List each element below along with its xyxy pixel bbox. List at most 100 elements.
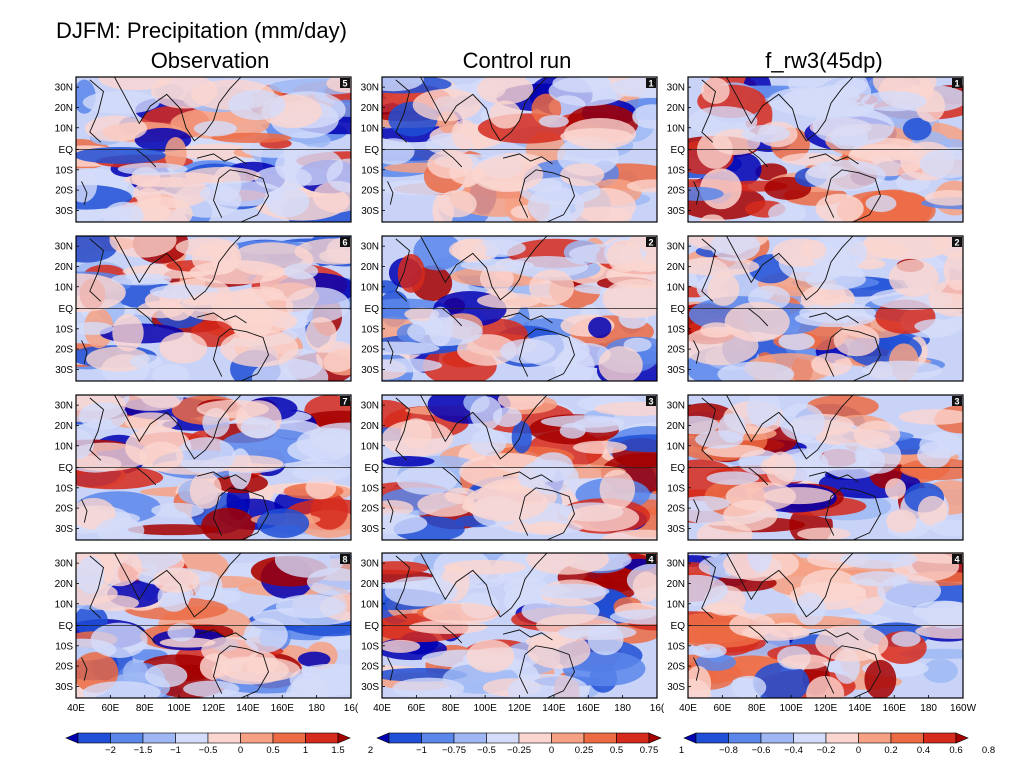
- coastline: [519, 496, 529, 536]
- colorbar-segment: [858, 732, 892, 744]
- precip-background-patch: [275, 594, 346, 619]
- precip-background-patch: [167, 623, 196, 642]
- colorbar-segment: [175, 732, 209, 744]
- panel-number-label: 4: [954, 555, 959, 565]
- precip-background-patch: [632, 571, 657, 603]
- precip-background-patch: [451, 239, 487, 263]
- precip-background-patch: [561, 342, 611, 367]
- precip-anomaly-blob: [864, 659, 897, 698]
- precip-background-patch: [412, 88, 482, 122]
- lat-tick-label: 30N: [55, 83, 73, 94]
- lat-tick-label: 20N: [55, 103, 73, 114]
- lat-tick-label: 20S: [667, 186, 685, 197]
- precip-anomaly-blob: [211, 132, 292, 143]
- precip-background-patch: [228, 89, 286, 121]
- coastline: [213, 178, 223, 218]
- coastline: [693, 340, 700, 364]
- precip-background-patch: [305, 316, 337, 352]
- map-panel-control-run-row-2: 2 30N 20N 10N EQ 10S 20S 30S: [361, 235, 658, 382]
- colorbar-level-label: −0.4: [784, 745, 803, 756]
- precip-background-patch: [382, 138, 415, 165]
- panel-number-box: [952, 396, 962, 406]
- precip-background-patch: [145, 663, 188, 688]
- precip-background-patch: [746, 395, 781, 428]
- lat-tick-label: 10N: [667, 441, 685, 452]
- precip-background-patch: [90, 622, 148, 659]
- lat-tick-label: EQ: [671, 463, 686, 474]
- precip-background-patch: [602, 279, 657, 319]
- panel-number-box: [340, 237, 350, 247]
- precip-background-patch: [706, 471, 760, 485]
- coastline: [420, 553, 548, 618]
- colorbar-segment: [728, 732, 762, 744]
- coastline: [502, 312, 553, 324]
- lat-tick-label: 20N: [667, 262, 685, 273]
- colorbar-level-label: −0.5: [477, 745, 496, 756]
- precip-anomaly-blob: [297, 651, 331, 667]
- colorbar-level-label: −1: [170, 745, 181, 756]
- precip-background-patch: [275, 146, 344, 186]
- lon-tick-label: 40E: [67, 703, 85, 714]
- colorbar-over-triangle: [337, 732, 351, 744]
- lon-tick-label: 160E: [883, 703, 907, 714]
- colorbar-under-triangle: [376, 732, 390, 744]
- precip-background-patch: [117, 162, 188, 176]
- coastline: [808, 312, 859, 324]
- lat-tick-label: 30N: [667, 83, 685, 94]
- precip-background-patch: [812, 107, 895, 146]
- lon-tick-label: 160E: [577, 703, 601, 714]
- precip-anomaly-blob: [778, 332, 815, 351]
- precip-background-patch: [82, 90, 160, 114]
- lat-tick-label: 20S: [55, 662, 73, 673]
- precip-background-patch: [831, 77, 872, 106]
- precip-background-patch: [747, 553, 773, 573]
- precip-background-patch: [112, 313, 144, 352]
- precip-anomaly-blob: [201, 507, 256, 540]
- coastline: [89, 397, 105, 461]
- lon-tick-label: 120E: [202, 703, 226, 714]
- precip-anomaly-blob: [159, 637, 216, 648]
- precip-field: [382, 77, 657, 222]
- colorbar-level-label: −0.75: [442, 745, 466, 756]
- precip-background-patch: [526, 553, 609, 575]
- lat-tick-label: 30S: [55, 682, 73, 693]
- colorbar-segment: [923, 732, 957, 744]
- panel-number-label: 6: [342, 238, 347, 248]
- coastline: [420, 395, 548, 460]
- precip-background-patch: [532, 452, 574, 482]
- coastline: [442, 625, 463, 644]
- coastline: [89, 79, 105, 143]
- lat-tick-label: 10S: [361, 324, 379, 335]
- precip-background-patch: [316, 428, 351, 454]
- lon-tick-label: 100E: [167, 703, 191, 714]
- precip-background-patch: [930, 519, 963, 537]
- lon-tick-label: 100E: [473, 703, 497, 714]
- coastline: [395, 238, 411, 302]
- lon-tick-label: 140E: [848, 703, 872, 714]
- colorbar-level-label: −0.8: [719, 745, 738, 756]
- coastline: [387, 340, 394, 364]
- precip-anomaly-blob: [397, 254, 425, 293]
- precip-background-patch: [570, 206, 633, 222]
- precip-background-patch: [599, 469, 636, 510]
- lat-tick-label: 20S: [667, 662, 685, 673]
- lat-tick-label: 30S: [55, 365, 73, 376]
- coastline: [442, 149, 463, 168]
- figure-title: DJFM: Precipitation (mm/day): [56, 18, 347, 43]
- lon-tick-label: 180: [920, 703, 937, 714]
- colorbar-segment: [421, 732, 455, 744]
- colorbar-2: −1 −0.75 −0.5 −0.25 0 0.25 0.5 0.75 1: [376, 732, 684, 756]
- lat-tick-label: 30S: [361, 682, 379, 693]
- precip-background-patch: [443, 559, 526, 575]
- lat-tick-label: 20N: [361, 579, 379, 590]
- precip-background-patch: [688, 665, 712, 698]
- lat-tick-label: EQ: [59, 463, 74, 474]
- precip-background-patch: [601, 529, 657, 540]
- colorbar-level-label: −0.2: [817, 745, 836, 756]
- panel-number-label: 8: [342, 555, 347, 565]
- coastline: [196, 153, 247, 165]
- precip-background-patch: [211, 589, 242, 604]
- coastline: [808, 471, 859, 483]
- coastline: [825, 178, 835, 218]
- coastline: [218, 487, 269, 540]
